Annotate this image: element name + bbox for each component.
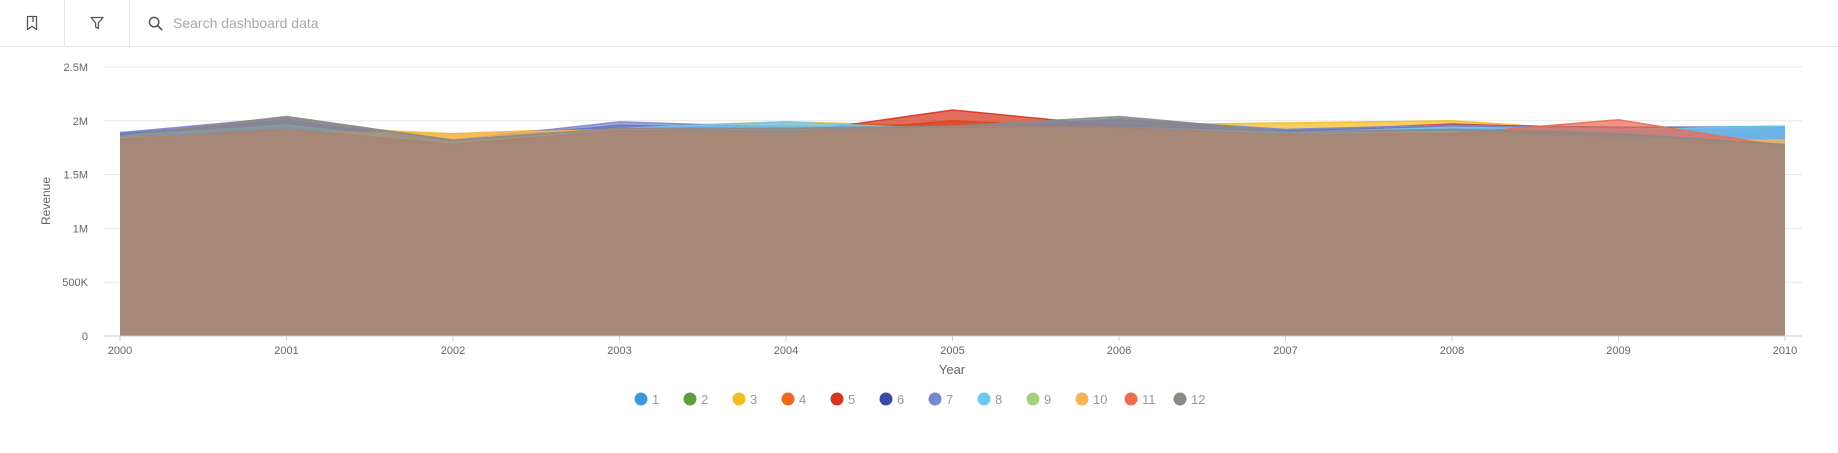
y-tick-label: 500K [62,277,88,289]
legend-item-2[interactable]: 2 [683,392,709,407]
legend-label: 10 [1093,392,1107,407]
legend-item-6[interactable]: 6 [879,392,905,407]
legend-swatch [634,392,648,406]
y-tick-label: 1M [73,223,88,235]
legend-swatch [732,392,746,406]
filter-icon [90,16,104,30]
legend-label: 9 [1044,392,1051,407]
legend-label: 8 [995,392,1002,407]
bookmark-button[interactable] [0,0,65,46]
y-tick-label: 2.5M [64,62,88,74]
legend-label: 5 [848,392,855,407]
legend-label: 7 [946,392,953,407]
legend-swatch [781,392,795,406]
legend-swatch [1173,392,1187,406]
area-series-12[interactable] [120,116,1785,336]
legend-swatch [1026,392,1040,406]
x-tick-label: 2000 [108,345,132,357]
legend-swatch [830,392,844,406]
axes: 0 500K 1M 1.5M 2M 2.5M 2000 2001 2002 2003 2004 200… [62,62,1802,357]
chart-container: 0 500K 1M 1.5M 2M 2.5M 2000 2001 2002 2003 2004 200… [0,48,1838,448]
y-tick-label: 1.5M [64,170,88,182]
filter-button[interactable] [65,0,130,46]
legend-swatch [928,392,942,406]
line-series-12 [119,115,1786,146]
y-tick-label: 2M [73,116,88,128]
legend-item-7[interactable]: 7 [928,392,954,407]
legend-label: 4 [799,392,806,407]
x-tick-label: 2004 [774,345,798,357]
legend-item-12[interactable]: 12 [1173,392,1206,407]
x-tick-label: 2005 [940,345,964,357]
toolbar [0,0,1838,47]
legend-item-10[interactable]: 10 [1075,392,1108,407]
legend-item-1[interactable]: 1 [634,392,660,407]
x-axis-label: Year [939,362,966,377]
x-tick-label: 2003 [607,345,631,357]
area-series-layer [119,109,1786,337]
x-tick-label: 2006 [1107,345,1131,357]
legend-swatch [879,392,893,406]
search-bar [130,0,1838,46]
legend-item-4[interactable]: 4 [781,392,807,407]
search-input[interactable] [171,14,775,32]
legend-swatch [1124,392,1138,406]
legend-swatch [683,392,697,406]
x-tick-label: 2002 [441,345,465,357]
x-tick-label: 2001 [274,345,298,357]
bookmark-icon [26,15,38,31]
legend-label: 12 [1191,392,1205,407]
legend: 1 2 3 4 5 6 7 8 9 10 11 12 [634,392,1206,407]
legend-swatch [977,392,991,406]
search-icon [148,16,163,30]
x-tick-label: 2007 [1273,345,1297,357]
x-tick-label: 2008 [1440,345,1464,357]
legend-item-3[interactable]: 3 [732,392,758,407]
legend-swatch [1075,392,1089,406]
legend-item-9[interactable]: 9 [1026,392,1052,407]
legend-label: 6 [897,392,904,407]
legend-label: 2 [701,392,708,407]
y-axis-label: Revenue [39,177,53,225]
legend-item-8[interactable]: 8 [977,392,1003,407]
x-tick-label: 2010 [1773,345,1797,357]
x-tick-label: 2009 [1606,345,1630,357]
legend-item-5[interactable]: 5 [830,392,856,407]
legend-label: 3 [750,392,757,407]
legend-item-11[interactable]: 11 [1124,392,1156,407]
y-tick-label: 0 [82,331,88,343]
revenue-area-chart: 0 500K 1M 1.5M 2M 2.5M 2000 2001 2002 2003 2004 200… [39,62,1802,407]
legend-label: 11 [1142,392,1156,407]
legend-label: 1 [652,392,659,407]
